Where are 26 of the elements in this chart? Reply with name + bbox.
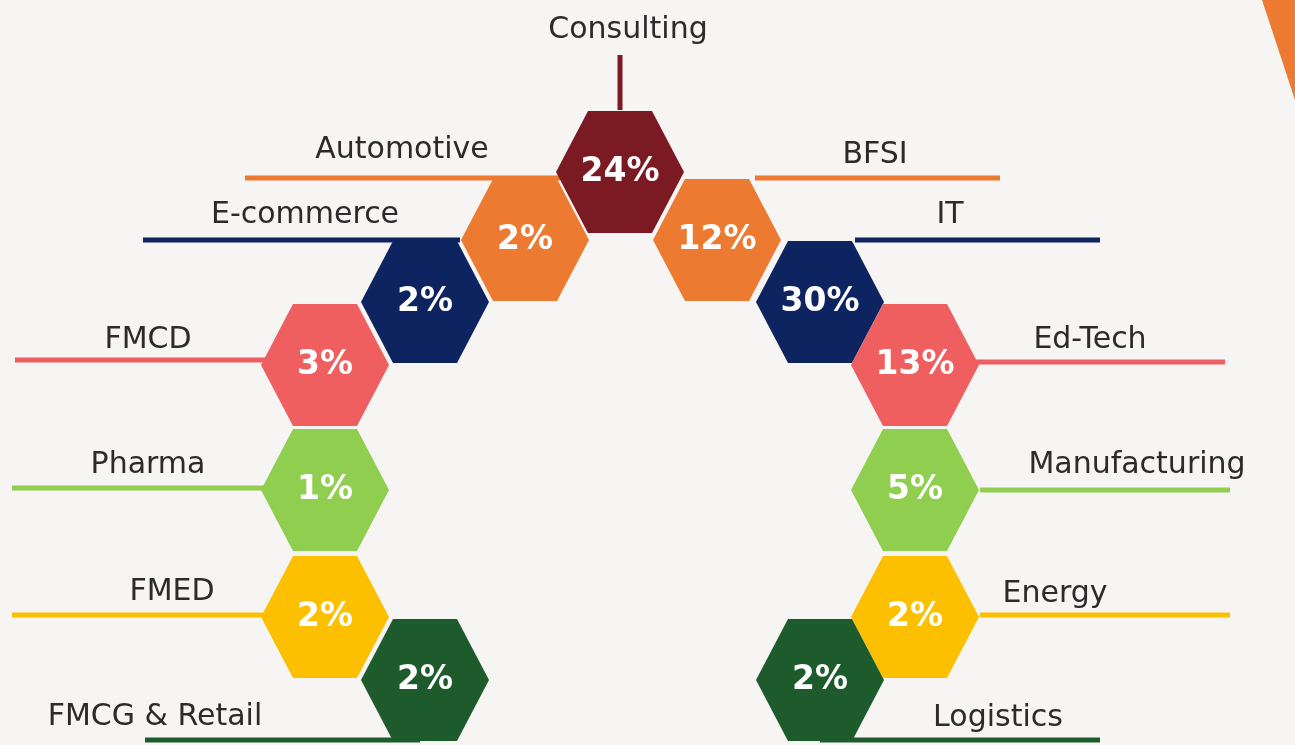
data-label: 12% <box>677 217 757 257</box>
category-label: Logistics <box>933 697 1063 733</box>
data-label: 2% <box>396 657 454 697</box>
data-label: 3% <box>296 342 354 382</box>
category-label: IT <box>936 194 965 230</box>
data-label: 1% <box>296 467 354 507</box>
category-label: Consulting <box>548 9 708 45</box>
data-label: 13% <box>875 342 955 382</box>
category-label: FMCD <box>104 319 192 355</box>
data-label: 2% <box>886 594 944 634</box>
data-label: 2% <box>496 217 554 257</box>
data-label: 24% <box>580 149 660 189</box>
category-label: FMCG & Retail <box>47 696 263 732</box>
data-label: 5% <box>886 467 944 507</box>
data-label: 2% <box>296 594 354 634</box>
category-label: E-commerce <box>210 194 400 230</box>
data-label: 2% <box>791 657 849 697</box>
data-label: 30% <box>780 279 860 319</box>
category-label: BFSI <box>842 134 908 170</box>
category-label: Energy <box>1002 573 1108 609</box>
category-label: Pharma <box>90 444 206 480</box>
category-label: FMED <box>129 571 215 607</box>
category-label: Automotive <box>315 129 489 165</box>
category-label: Manufacturing <box>1028 444 1246 480</box>
data-label: 2% <box>396 279 454 319</box>
category-label: Ed-Tech <box>1033 319 1147 355</box>
